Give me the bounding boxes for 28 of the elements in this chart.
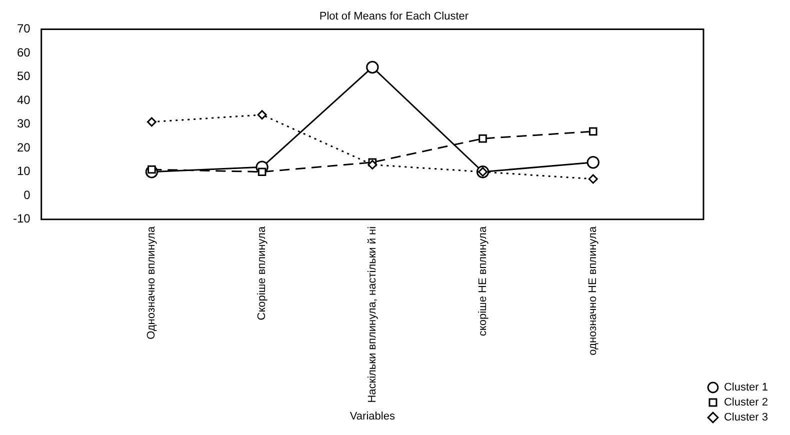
y-tick-label: 0: [24, 188, 31, 202]
point: [257, 110, 267, 120]
point: [146, 117, 156, 127]
legend-label: Cluster 2: [724, 396, 768, 409]
point: [366, 60, 379, 74]
point: [586, 156, 600, 169]
point: [478, 134, 487, 143]
y-tick-label: 20: [16, 140, 31, 154]
y-tick-label: 10: [16, 164, 31, 178]
y-tick-label: 60: [16, 45, 31, 60]
legend-label: Cluster 3: [724, 412, 768, 424]
x-axis-title: Variables: [350, 410, 396, 422]
point: [368, 160, 378, 170]
point: [258, 168, 266, 176]
x-tick-label: Однозначно вплинула: [146, 226, 158, 340]
y-tick-label: 50: [16, 69, 31, 84]
y-tick-label: 30: [16, 116, 31, 131]
x-tick-label: Наскільки вплинула, настільки й ні: [366, 226, 378, 403]
y-tick-label: 70: [16, 22, 31, 36]
point: [588, 174, 598, 184]
y-tick-label: -10: [13, 212, 31, 226]
x-tick-label: Скоріше вплинула: [256, 226, 268, 320]
y-tick-label: 40: [16, 92, 31, 107]
legend-label: Cluster 1: [724, 382, 768, 394]
point: [588, 127, 598, 136]
chart-title: Plot of Means for Each Cluster: [319, 10, 469, 23]
x-tick-label: однозначно НЕ вплинула: [587, 226, 600, 356]
x-tick-label: скоріше НЕ вплинула: [476, 226, 489, 336]
